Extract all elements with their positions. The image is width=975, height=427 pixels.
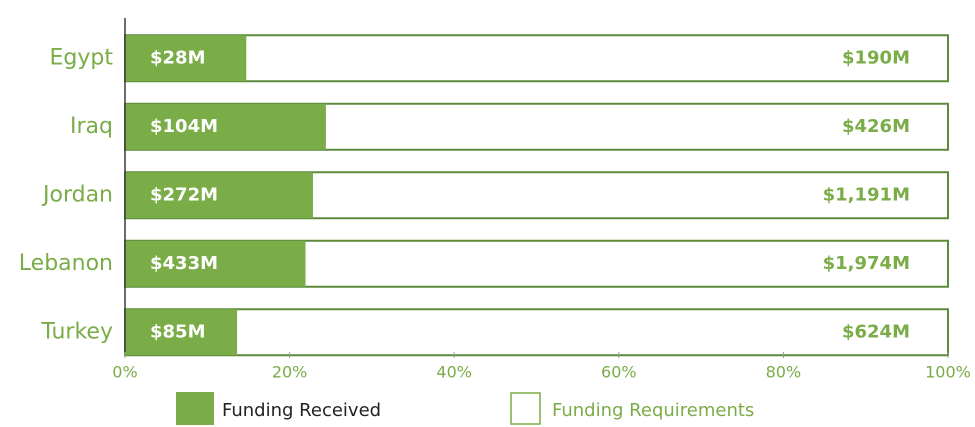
x-tick-label: 100% [925, 363, 971, 382]
x-tick-label: 80% [766, 363, 802, 382]
received-bar [125, 103, 326, 150]
received-bar [125, 309, 238, 356]
requirement-label: $1,974M [823, 253, 910, 274]
legend-swatch [510, 392, 541, 425]
received-bar [125, 240, 306, 287]
received-bar [125, 35, 247, 82]
requirement-label: $624M [842, 321, 910, 342]
category-label: Turkey [40, 319, 113, 344]
received-label: $85M [150, 321, 206, 342]
received-label: $104M [150, 116, 218, 137]
requirement-bar [124, 308, 949, 357]
requirement-label: $1,191M [823, 184, 910, 205]
requirement-label: $426M [842, 116, 910, 137]
x-tick-label: 40% [436, 363, 472, 382]
received-label: $433M [150, 253, 218, 274]
category-label: Lebanon [19, 251, 113, 276]
legend-label: Funding Requirements [552, 400, 754, 421]
requirement-bar [124, 34, 949, 83]
category-label: Iraq [70, 114, 113, 139]
received-label: $28M [150, 47, 206, 68]
received-label: $272M [150, 184, 218, 205]
x-tick-label: 0% [112, 363, 137, 382]
category-label: Egypt [50, 45, 114, 70]
x-tick-label: 20% [272, 363, 308, 382]
requirement-label: $190M [842, 47, 910, 68]
category-label: Jordan [41, 182, 113, 207]
received-bar [125, 172, 313, 219]
legend-swatch [176, 392, 214, 425]
x-tick-label: 60% [601, 363, 637, 382]
legend-label: Funding Received [222, 400, 381, 421]
